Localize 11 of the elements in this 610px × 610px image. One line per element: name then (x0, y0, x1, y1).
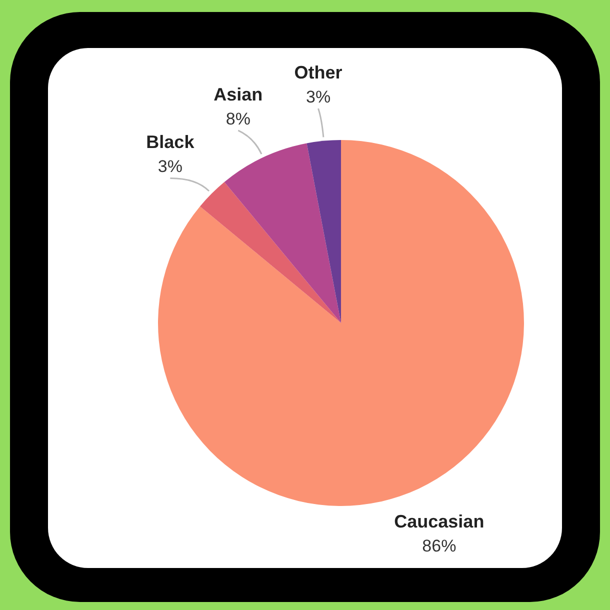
slice-label: Other (294, 62, 342, 83)
pie-slice (306, 140, 341, 323)
pie-slice (200, 182, 341, 323)
slice-label: Caucasian (394, 512, 484, 532)
data-label: 86% (422, 536, 456, 556)
pie-slice (224, 143, 341, 323)
slice-label: Asian (214, 84, 263, 104)
data-label: 3% (306, 88, 331, 107)
data-label: 3% (158, 157, 182, 176)
data-label: 8% (226, 109, 250, 128)
slice-label: Black (146, 132, 196, 152)
